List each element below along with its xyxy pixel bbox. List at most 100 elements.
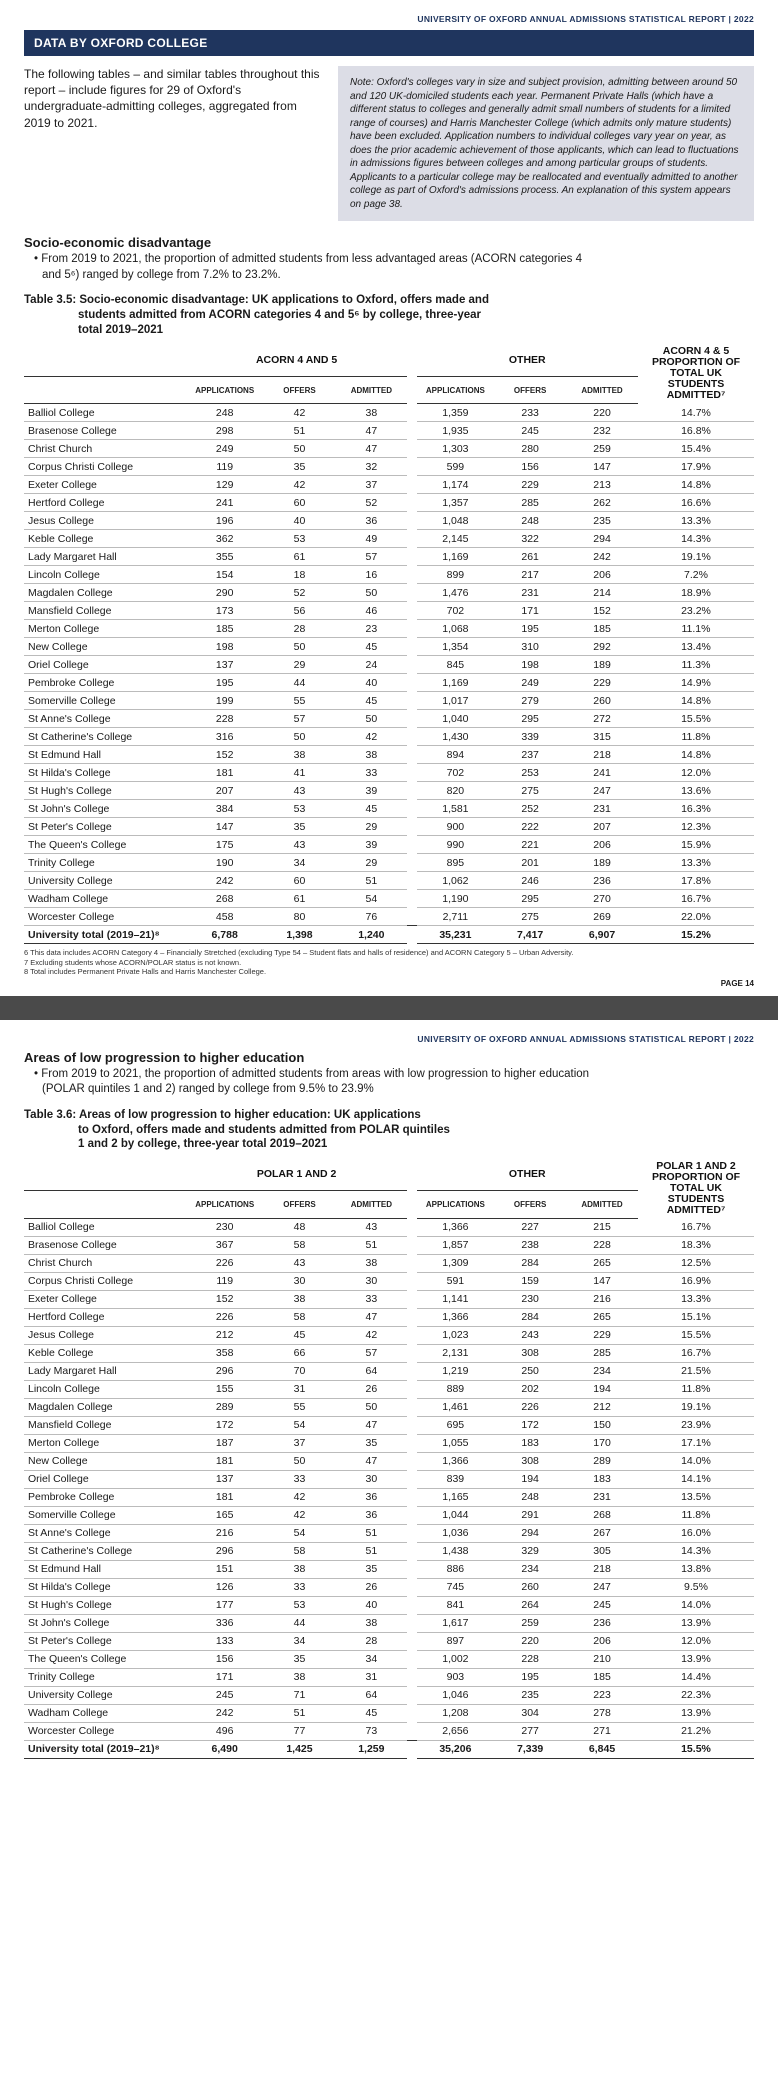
data-cell: 61 bbox=[264, 890, 336, 908]
data-cell: 50 bbox=[264, 1452, 336, 1470]
data-cell: 38 bbox=[264, 1668, 336, 1686]
data-cell bbox=[407, 710, 416, 728]
subheading-socioeconomic: Socio-economic disadvantage bbox=[24, 235, 754, 250]
data-cell: 43 bbox=[335, 1218, 407, 1236]
data-cell bbox=[407, 1704, 416, 1722]
data-cell: 28 bbox=[335, 1632, 407, 1650]
table-row: St Peter's College147352990022220712.3% bbox=[24, 818, 754, 836]
college-name-cell: Christ Church bbox=[24, 440, 186, 458]
data-cell: 1,309 bbox=[417, 1254, 495, 1272]
data-cell: 57 bbox=[335, 1344, 407, 1362]
data-cell: 175 bbox=[186, 836, 264, 854]
data-cell: 189 bbox=[566, 656, 638, 674]
data-cell: 50 bbox=[264, 638, 336, 656]
data-cell bbox=[407, 1542, 416, 1560]
college-name-cell: Pembroke College bbox=[24, 674, 186, 692]
data-cell bbox=[407, 764, 416, 782]
col-applications: APPLICATIONS bbox=[417, 1191, 495, 1219]
data-cell: 152 bbox=[186, 746, 264, 764]
table-row: St Catherine's College29658511,438329305… bbox=[24, 1542, 754, 1560]
data-cell: 34 bbox=[335, 1650, 407, 1668]
bullet-polar: • From 2019 to 2021, the proportion of a… bbox=[34, 1067, 594, 1098]
data-cell: 45 bbox=[335, 638, 407, 656]
college-name-cell: New College bbox=[24, 638, 186, 656]
data-cell: 886 bbox=[417, 1560, 495, 1578]
data-cell: 151 bbox=[186, 1560, 264, 1578]
data-cell: 16.6% bbox=[638, 494, 754, 512]
data-cell: 126 bbox=[186, 1578, 264, 1596]
college-name-cell: St Peter's College bbox=[24, 818, 186, 836]
data-cell: 53 bbox=[264, 530, 336, 548]
data-cell: 23 bbox=[335, 620, 407, 638]
data-cell: 38 bbox=[264, 1560, 336, 1578]
data-cell: 45 bbox=[335, 800, 407, 818]
intro-row: The following tables – and similar table… bbox=[24, 66, 754, 221]
data-cell: 54 bbox=[264, 1416, 336, 1434]
college-name-cell: Lady Margaret Hall bbox=[24, 548, 186, 566]
data-cell: 1,208 bbox=[417, 1704, 495, 1722]
data-cell: 315 bbox=[566, 728, 638, 746]
data-cell: 702 bbox=[417, 764, 495, 782]
group-header-polar: POLAR 1 AND 2 bbox=[186, 1158, 407, 1190]
college-name-cell: St Hugh's College bbox=[24, 782, 186, 800]
data-cell: 234 bbox=[494, 1560, 566, 1578]
data-cell: 16.8% bbox=[638, 422, 754, 440]
data-cell: 242 bbox=[186, 1704, 264, 1722]
data-cell: 267 bbox=[566, 1524, 638, 1542]
data-cell: 206 bbox=[566, 1632, 638, 1650]
data-cell: 155 bbox=[186, 1380, 264, 1398]
data-cell: 236 bbox=[566, 1614, 638, 1632]
table-row: Keble College35866572,13130828516.7% bbox=[24, 1344, 754, 1362]
data-cell: 35,231 bbox=[417, 926, 495, 944]
data-cell: 58 bbox=[264, 1236, 336, 1254]
data-cell: 15.4% bbox=[638, 440, 754, 458]
table-3-6: POLAR 1 AND 2 OTHER POLAR 1 AND 2 PROPOR… bbox=[24, 1158, 754, 1759]
data-cell: 36 bbox=[335, 512, 407, 530]
data-cell bbox=[407, 1398, 416, 1416]
data-cell: 13.9% bbox=[638, 1704, 754, 1722]
college-name-cell: St John's College bbox=[24, 1614, 186, 1632]
table-row: The Queen's College175433999022120615.9% bbox=[24, 836, 754, 854]
data-cell bbox=[407, 1434, 416, 1452]
table-row: St Edmund Hall151383588623421813.8% bbox=[24, 1560, 754, 1578]
data-cell: 290 bbox=[186, 584, 264, 602]
college-name-cell: St Edmund Hall bbox=[24, 746, 186, 764]
data-cell bbox=[407, 1578, 416, 1596]
data-cell: 159 bbox=[494, 1272, 566, 1290]
data-cell: 185 bbox=[566, 1668, 638, 1686]
data-cell: 150 bbox=[566, 1416, 638, 1434]
data-cell: 2,145 bbox=[417, 530, 495, 548]
data-cell: 14.8% bbox=[638, 746, 754, 764]
data-cell: 17.1% bbox=[638, 1434, 754, 1452]
data-cell: 230 bbox=[494, 1290, 566, 1308]
page-number: PAGE 14 bbox=[24, 979, 754, 988]
data-cell bbox=[407, 1254, 416, 1272]
data-cell: 23.9% bbox=[638, 1416, 754, 1434]
subheading-polar: Areas of low progression to higher educa… bbox=[24, 1050, 754, 1065]
data-cell: 35 bbox=[335, 1560, 407, 1578]
data-cell: 1,581 bbox=[417, 800, 495, 818]
data-cell: 43 bbox=[264, 1254, 336, 1272]
college-name-cell: Mansfield College bbox=[24, 602, 186, 620]
data-cell: 16.7% bbox=[638, 1344, 754, 1362]
data-cell: 249 bbox=[186, 440, 264, 458]
data-cell: 7,417 bbox=[494, 926, 566, 944]
table-3-6-title: Table 3.6: Areas of low progression to h… bbox=[24, 1108, 564, 1153]
data-cell bbox=[407, 1506, 416, 1524]
data-cell: 177 bbox=[186, 1596, 264, 1614]
data-cell: 221 bbox=[494, 836, 566, 854]
data-cell bbox=[407, 638, 416, 656]
college-name-cell: Wadham College bbox=[24, 890, 186, 908]
data-cell: 16.3% bbox=[638, 800, 754, 818]
data-cell: 22.3% bbox=[638, 1686, 754, 1704]
data-cell: 13.3% bbox=[638, 854, 754, 872]
data-cell: 17.9% bbox=[638, 458, 754, 476]
data-cell: 55 bbox=[264, 1398, 336, 1416]
col-offers: OFFERS bbox=[494, 376, 566, 404]
data-cell: 51 bbox=[335, 872, 407, 890]
data-cell bbox=[407, 692, 416, 710]
data-cell: 1,240 bbox=[335, 926, 407, 944]
table-row: Magdalen College29052501,47623121418.9% bbox=[24, 584, 754, 602]
data-cell: 1,461 bbox=[417, 1398, 495, 1416]
data-cell: 147 bbox=[566, 1272, 638, 1290]
